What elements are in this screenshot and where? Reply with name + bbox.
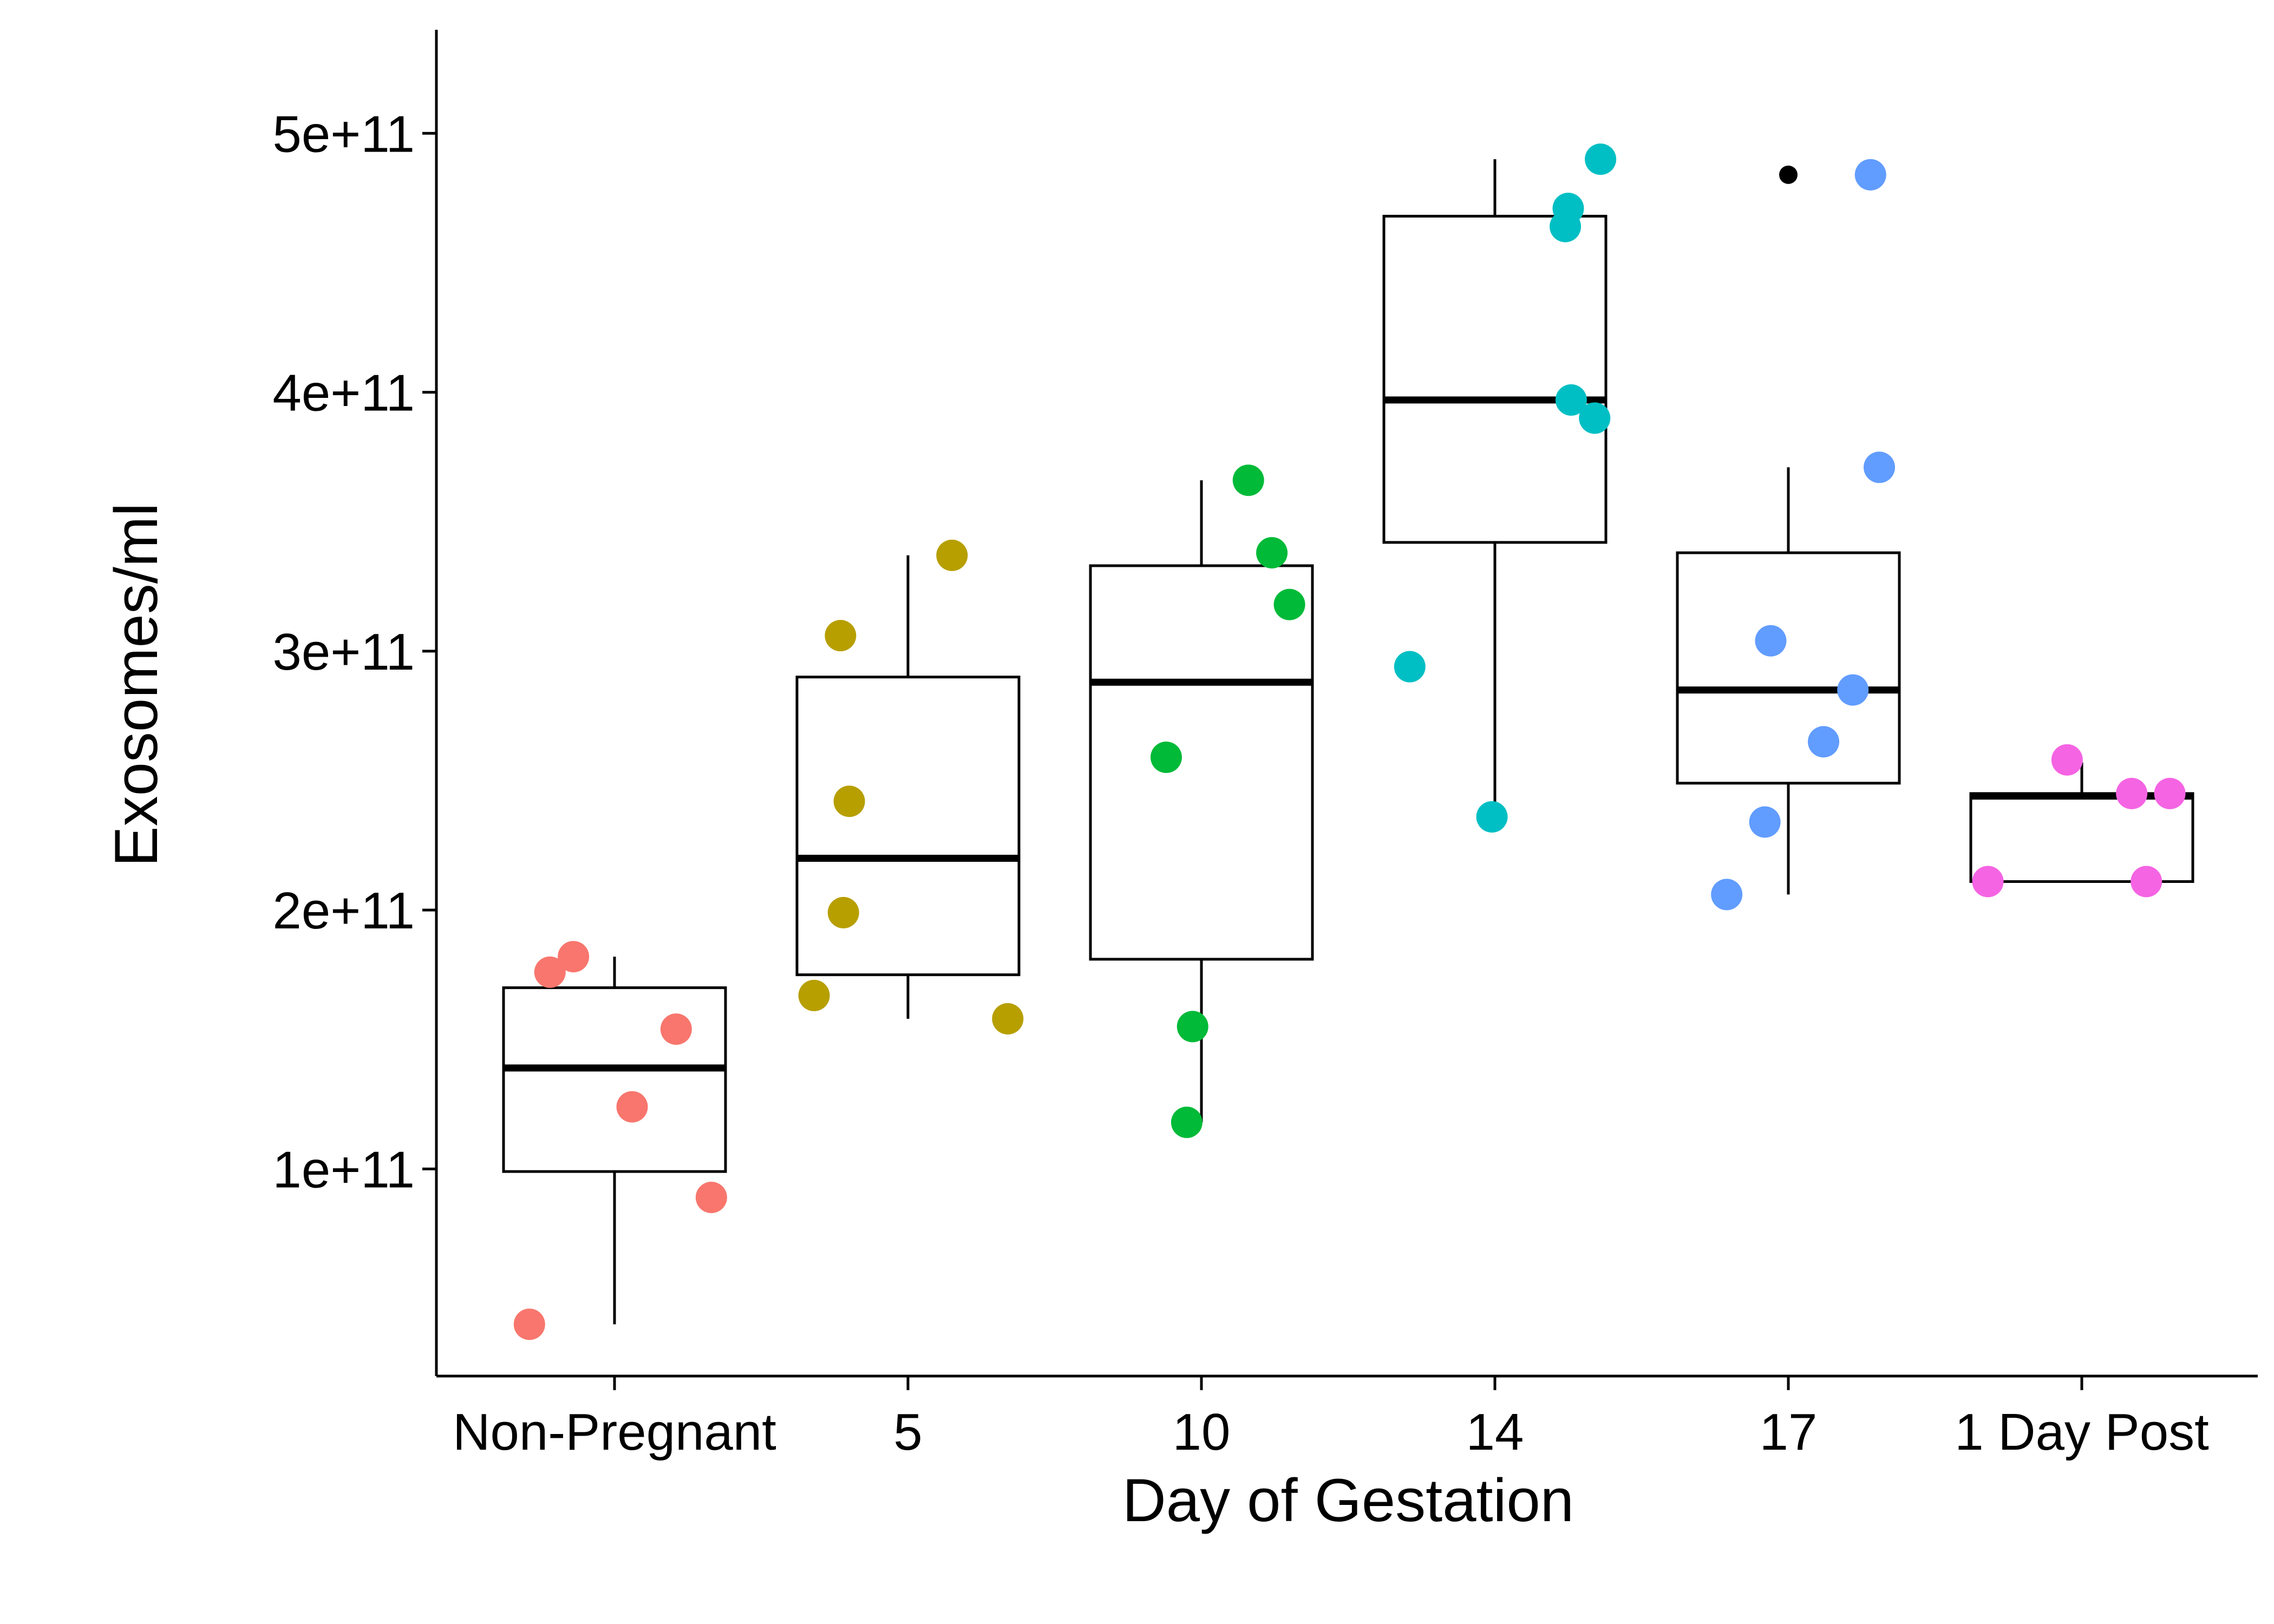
data-point-14-19 <box>1476 801 1508 833</box>
data-point-1-day-post-36 <box>2154 777 2186 809</box>
box-rect-1-day-post <box>1969 792 2194 883</box>
data-point-1-day-post-33 <box>2051 744 2083 776</box>
x-tick-label-14: 14 <box>1466 1403 1524 1461</box>
box-5 <box>795 555 1021 1019</box>
x-axis-title: Day of Gestation <box>1122 1466 1574 1534</box>
box-rect-5 <box>795 676 1021 977</box>
data-point-10-15 <box>1232 464 1264 496</box>
data-point-5-7 <box>825 620 857 652</box>
data-point-5-11 <box>992 1003 1024 1034</box>
data-point-10-13 <box>1171 1106 1203 1138</box>
axes-layer <box>435 30 2258 1378</box>
data-point-14-21 <box>1552 193 1584 225</box>
data-point-14-24 <box>1585 143 1617 175</box>
boxes-layer <box>502 159 2194 1325</box>
box-non-pregnant <box>502 957 727 1325</box>
y-tick-label-2: 3e+11 <box>273 623 415 681</box>
outliers-layer <box>1779 165 1798 184</box>
data-point-14-22 <box>1555 384 1587 416</box>
data-point-17-25 <box>1711 879 1743 911</box>
data-point-10-17 <box>1273 588 1305 620</box>
data-point-17-29 <box>1837 674 1869 706</box>
box-rect-non-pregnant <box>502 986 727 1173</box>
data-point-1-day-post-34 <box>2116 777 2148 809</box>
data-point-17-31 <box>1864 451 1896 483</box>
outlier-17-0 <box>1779 165 1798 184</box>
x-tick-label-17: 17 <box>1760 1403 1818 1461</box>
ticks-layer: 1e+11 2e+11 3e+11 4e+11 5e+11 Non-Pregnant 5 10… <box>273 105 2209 1461</box>
x-tick-label-non-pregnant: Non-Pregnant <box>453 1403 776 1461</box>
data-point-non-pregnant-2 <box>558 941 590 973</box>
data-point-5-8 <box>827 896 859 928</box>
data-point-1-day-post-32 <box>1972 866 2004 898</box>
box-10 <box>1089 480 1314 1123</box>
data-point-non-pregnant-0 <box>513 1308 545 1340</box>
data-point-10-16 <box>1256 537 1288 569</box>
box-rect-10 <box>1089 564 1314 961</box>
box-1-day-post <box>1969 762 2194 883</box>
y-axis-title: Exosomes/ml <box>102 503 170 867</box>
data-point-non-pregnant-1 <box>534 956 566 988</box>
y-tick-label-0: 1e+11 <box>273 1141 415 1199</box>
data-point-10-12 <box>1150 741 1182 773</box>
data-point-10-14 <box>1177 1011 1208 1043</box>
x-tick-label-1-day-post: 1 Day Post <box>1955 1403 2209 1461</box>
points-layer <box>513 143 2186 1340</box>
data-point-14-18 <box>1394 651 1426 683</box>
x-tick-label-10: 10 <box>1173 1403 1231 1461</box>
box-rect-17 <box>1676 551 1901 785</box>
data-point-5-10 <box>936 539 968 571</box>
box-14 <box>1382 159 1608 817</box>
y-tick-label-1: 2e+11 <box>273 882 415 940</box>
data-point-non-pregnant-5 <box>695 1181 727 1213</box>
data-point-non-pregnant-3 <box>616 1091 648 1123</box>
y-tick-label-3: 4e+11 <box>273 364 415 422</box>
x-tick-label-5: 5 <box>893 1403 922 1461</box>
data-point-17-28 <box>1808 726 1840 758</box>
box-17 <box>1676 467 1901 895</box>
data-point-5-6 <box>798 979 830 1011</box>
box-rect-14 <box>1382 214 1608 544</box>
data-point-14-23 <box>1579 402 1611 434</box>
data-point-1-day-post-35 <box>2131 866 2162 898</box>
data-point-17-27 <box>1755 625 1787 657</box>
data-point-17-30 <box>1854 159 1886 191</box>
data-point-17-26 <box>1749 806 1781 838</box>
data-point-non-pregnant-4 <box>660 1013 692 1045</box>
data-point-5-9 <box>833 785 865 817</box>
y-tick-label-4: 5e+11 <box>273 105 415 163</box>
